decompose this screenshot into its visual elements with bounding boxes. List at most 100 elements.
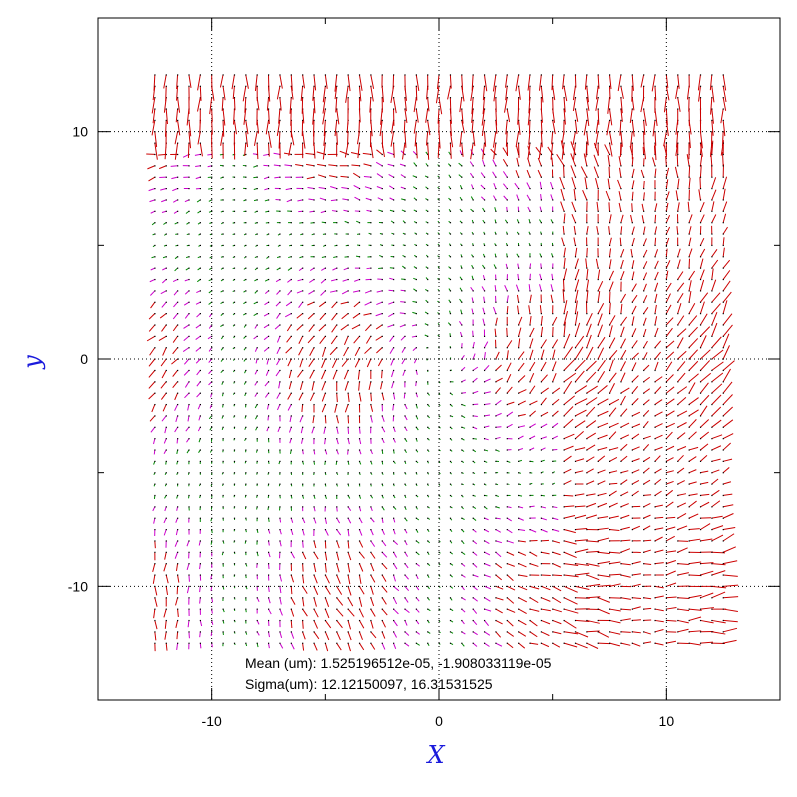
- vector-origin: [415, 165, 417, 167]
- vector-origin: [188, 199, 190, 201]
- vector-origin: [370, 392, 372, 394]
- vector-origin: [506, 131, 508, 133]
- vector-arrow: [583, 153, 588, 166]
- vector-arrow: [276, 336, 281, 343]
- vector-origin: [461, 608, 463, 610]
- vector-origin: [654, 369, 656, 372]
- vector-origin: [336, 608, 338, 610]
- vector-origin: [415, 392, 417, 394]
- vector-origin: [483, 619, 486, 622]
- vector-arrow: [351, 164, 360, 167]
- vector-origin: [654, 403, 656, 406]
- vector-origin: [529, 540, 531, 542]
- vector-origin: [529, 608, 531, 610]
- vector-arrow: [159, 313, 167, 319]
- vector-arrow: [209, 97, 213, 115]
- vector-arrow: [677, 563, 689, 565]
- vector-origin: [540, 267, 542, 269]
- vector-origin: [302, 472, 304, 474]
- vector-origin: [188, 233, 190, 235]
- vector-origin: [188, 563, 190, 565]
- vector-origin: [404, 290, 406, 292]
- vector-arrow: [688, 360, 699, 371]
- vector-origin: [347, 381, 349, 383]
- vector-arrow: [493, 195, 497, 201]
- vector-origin: [620, 506, 622, 508]
- vector-origin: [631, 563, 633, 565]
- vector-arrow: [324, 529, 329, 536]
- vector-origin: [358, 529, 361, 531]
- vector-arrow: [175, 108, 179, 123]
- vector-origin: [256, 449, 258, 451]
- vector-arrow: [620, 214, 624, 223]
- vector-origin: [188, 278, 190, 281]
- vector-origin: [540, 301, 542, 303]
- vector-origin: [199, 460, 201, 462]
- vector-origin: [643, 585, 645, 588]
- vector-arrow: [308, 358, 315, 367]
- vector-origin: [643, 290, 645, 292]
- vector-arrow: [393, 563, 398, 570]
- vector-origin: [211, 438, 213, 440]
- vector-origin: [699, 483, 702, 485]
- vector-origin: [449, 472, 452, 474]
- vector-origin: [677, 222, 679, 224]
- vector-arrow: [264, 301, 269, 306]
- vector-origin: [506, 119, 508, 121]
- vector-arrow: [366, 267, 371, 270]
- vector-origin: [711, 460, 713, 462]
- vector-arrow: [484, 608, 492, 612]
- vector-arrow: [687, 201, 690, 212]
- vector-origin: [597, 301, 599, 303]
- vector-origin: [347, 165, 349, 167]
- vector-arrow: [341, 290, 349, 295]
- vector-arrow: [541, 517, 548, 521]
- vector-origin: [313, 210, 315, 212]
- vector-origin: [597, 483, 599, 485]
- vector-origin: [563, 256, 565, 258]
- vector-origin: [211, 460, 213, 462]
- vector-origin: [211, 244, 213, 247]
- vector-arrow: [211, 608, 213, 614]
- vector-arrow: [233, 120, 237, 135]
- vector-arrow: [154, 131, 158, 148]
- vector-origin: [370, 108, 372, 110]
- vector-arrow: [381, 597, 387, 605]
- vector-arrow: [211, 143, 213, 159]
- vector-arrow: [711, 336, 722, 348]
- vector-origin: [552, 460, 554, 462]
- vector-origin: [586, 108, 588, 110]
- vector-arrow: [276, 404, 281, 411]
- vector-arrow: [290, 551, 296, 559]
- vector-origin: [370, 494, 372, 497]
- vector-origin: [711, 290, 713, 292]
- vector-origin: [472, 188, 474, 190]
- vector-arrow: [413, 162, 417, 167]
- vector-arrow: [253, 313, 258, 317]
- vector-arrow: [244, 142, 247, 156]
- vector-origin: [506, 426, 508, 428]
- vector-arrow: [666, 640, 677, 644]
- vector-arrow: [377, 358, 383, 367]
- vector-origin: [563, 551, 565, 553]
- vector-arrow: [495, 551, 502, 558]
- vector-arrow: [381, 518, 384, 524]
- vector-arrow: [541, 387, 549, 394]
- vector-origin: [393, 563, 395, 565]
- vector-origin: [552, 619, 554, 622]
- vector-origin: [427, 597, 429, 599]
- vector-origin: [313, 278, 315, 281]
- vector-origin: [222, 392, 224, 394]
- vector-origin: [495, 233, 497, 235]
- vector-arrow: [459, 298, 463, 303]
- vector-arrow: [700, 538, 713, 542]
- vector-origin: [211, 290, 213, 292]
- vector-origin: [483, 199, 486, 201]
- vector-origin: [643, 222, 645, 224]
- vector-origin: [199, 438, 201, 440]
- vector-arrow: [563, 468, 572, 474]
- vector-origin: [540, 290, 542, 292]
- vector-origin: [711, 358, 713, 360]
- vector-origin: [563, 347, 565, 349]
- vector-origin: [586, 233, 588, 235]
